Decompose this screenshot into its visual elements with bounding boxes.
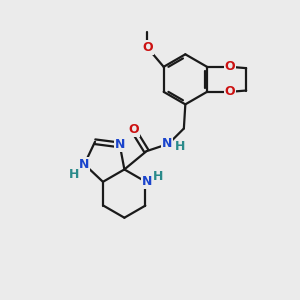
- Text: N: N: [79, 158, 89, 171]
- Text: O: O: [142, 41, 153, 54]
- Text: H: H: [152, 170, 163, 183]
- Text: H: H: [175, 140, 185, 153]
- Text: O: O: [225, 60, 235, 73]
- Text: N: N: [162, 137, 172, 150]
- Text: N: N: [115, 138, 125, 152]
- Text: N: N: [142, 175, 152, 188]
- Text: O: O: [225, 85, 235, 98]
- Text: H: H: [69, 168, 79, 181]
- Text: O: O: [129, 123, 140, 136]
